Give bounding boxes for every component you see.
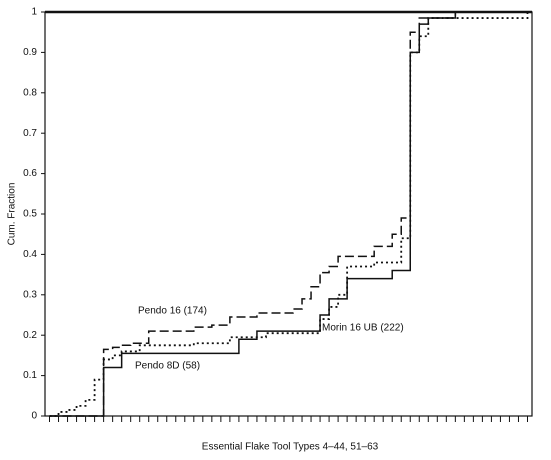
y-tick-label: 0.5 [23,209,37,220]
y-tick-label: 0.4 [23,249,37,260]
series-label: Morin 16 UB (222) [322,323,404,334]
y-axis-label: Cum. Fraction [7,183,18,246]
y-tick-label: 0.2 [23,330,37,341]
series-label: Pendo 16 (174) [138,306,207,317]
x-axis-label: Essential Flake Tool Types 4–44, 51–63 [202,442,379,453]
series-line [49,12,529,417]
y-tick-label: 0 [31,411,37,422]
series-line [49,11,528,417]
y-tick-label: 0.7 [23,128,37,139]
y-tick-label: 0.3 [23,289,37,300]
series-label: Pendo 8D (58) [135,361,200,372]
plot-frame [44,11,533,417]
y-tick-label: 0.6 [23,168,37,179]
y-tick-label: 0.8 [23,87,37,98]
series-line [49,11,528,417]
y-tick-label: 0.1 [23,370,37,381]
y-tick-label: 0.9 [23,47,37,58]
y-tick-label: 1 [31,7,37,18]
